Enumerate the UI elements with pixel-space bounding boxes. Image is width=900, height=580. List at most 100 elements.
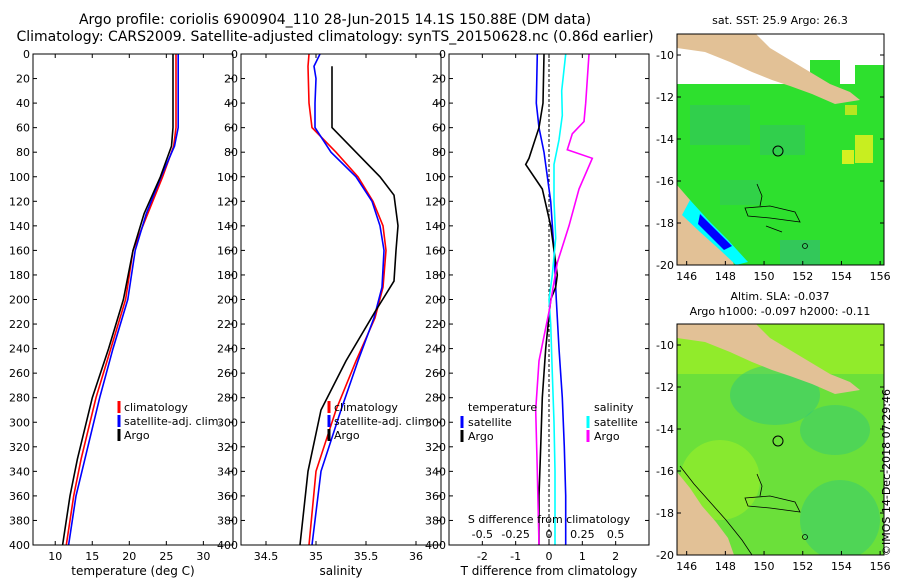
figure-title-line1: Argo profile: coriolis 6900904_110 28-Ju… <box>78 12 592 28</box>
series-line-argo <box>299 66 399 545</box>
series-line-satellite-s <box>548 54 567 545</box>
s-difference-tick-label: -0.25 <box>501 528 529 541</box>
legend-label-argo-s: Argo <box>594 430 620 443</box>
depth-tick-label: 240 <box>425 343 446 356</box>
lat-tick-label: -10 <box>656 339 674 352</box>
legend-label-satellite-t: satellite <box>468 416 512 429</box>
sla-isobath <box>679 465 753 555</box>
x-tick-label: -2 <box>477 550 488 563</box>
depth-tick-label: 0 <box>439 48 446 61</box>
difference-panel: 0204060801001201401601802002202402602803… <box>425 48 650 578</box>
x-tick-label: 1 <box>579 550 586 563</box>
legend-title-salinity: salinity <box>594 401 634 414</box>
sst-cool-patch <box>720 180 760 205</box>
temperature-axes-frame <box>32 53 234 546</box>
legend-label: climatology <box>334 401 398 414</box>
depth-tick-label: 140 <box>425 220 446 233</box>
salinity-panel: 0 20 40 60 80 100 120 140 160 180 200 220 240 260 280 3… <box>217 48 442 578</box>
depth-tick-label: 380 <box>425 514 446 527</box>
sla-map: Altim. SLA: -0.037 Argo h1000: -0.097 h2… <box>656 290 891 573</box>
lat-tick-label: -20 <box>656 549 674 562</box>
s-difference-tick-label: 0 <box>546 528 553 541</box>
depth-tick-label: 20 <box>16 73 30 86</box>
depth-tick-label: 200 <box>9 294 30 307</box>
depth-tick-label: 320 <box>9 441 30 454</box>
series-line-argo <box>61 54 174 545</box>
depth-tick-label: 120 <box>217 195 238 208</box>
depth-tick-label: 180 <box>217 269 238 282</box>
depth-tick-label: 300 <box>9 416 30 429</box>
depth-tick-label: 280 <box>425 392 446 405</box>
series-line-climatology <box>65 54 177 545</box>
sst-warm-patch <box>845 105 857 115</box>
legend-label-satellite-s: satellite <box>594 416 638 429</box>
depth-tick-label: 80 <box>16 146 30 159</box>
depth-tick-label: 100 <box>217 171 238 184</box>
lon-tick-label: 146 <box>676 270 697 283</box>
legend-label-argo-t: Argo <box>468 430 494 443</box>
sst-map-field <box>677 34 884 265</box>
lat-tick-label: -18 <box>656 507 674 520</box>
depth-tick-label: 100 <box>425 171 446 184</box>
depth-tick-label: 380 <box>217 514 238 527</box>
depth-tick-label: 300 <box>217 416 238 429</box>
depth-tick-label: 260 <box>9 367 30 380</box>
depth-tick-label: 0 <box>231 48 238 61</box>
depth-tick-label: 80 <box>224 146 238 159</box>
t-difference-xlabel: T difference from climatology <box>460 564 638 578</box>
series-line-satellite-adj-clim- <box>67 54 179 545</box>
x-tick-label: 35 <box>309 550 323 563</box>
lat-tick-label: -20 <box>656 259 674 272</box>
legend-label: satellite-adj. clim. <box>334 415 432 428</box>
x-tick-label: 2 <box>612 550 619 563</box>
depth-tick-label: 40 <box>224 97 238 110</box>
lon-tick-label: 156 <box>870 560 891 573</box>
depth-tick-label: 160 <box>425 244 446 257</box>
depth-tick-label: 280 <box>217 392 238 405</box>
depth-tick-label: 140 <box>9 220 30 233</box>
sst-reef-outline <box>744 205 801 223</box>
figure-title-line2: Climatology: CARS2009. Satellite-adjuste… <box>16 29 654 45</box>
sst-map-frame <box>676 33 885 266</box>
depth-tick-label: 260 <box>217 367 238 380</box>
sla-island-marker <box>802 534 808 540</box>
sla-argo-position-marker <box>772 435 784 447</box>
series-line-argo-t <box>524 54 559 545</box>
sla-reef-outline <box>756 473 763 497</box>
depth-tick-label: 180 <box>425 269 446 282</box>
sla-low-anomaly <box>800 405 870 455</box>
depth-tick-label: 340 <box>425 465 446 478</box>
depth-tick-label: 140 <box>217 220 238 233</box>
depth-tick-label: 280 <box>9 392 30 405</box>
series-line-satellite-adj-clim- <box>311 54 385 545</box>
difference-legend: temperature salinity satellite Argo sate… <box>460 401 638 443</box>
depth-tick-label: 120 <box>425 195 446 208</box>
lat-tick-label: -14 <box>656 423 674 436</box>
x-tick-label: 10 <box>48 550 62 563</box>
depth-tick-label: 160 <box>217 244 238 257</box>
legend-title-temperature: temperature <box>468 401 537 414</box>
x-tick-label: 36 <box>409 550 423 563</box>
depth-tick-label: 400 <box>217 539 238 552</box>
depth-tick-label: 240 <box>9 343 30 356</box>
s-difference-label: S difference from climatology <box>468 513 631 526</box>
depth-tick-label: 240 <box>217 343 238 356</box>
sla-land-australia <box>677 472 734 555</box>
sst-warm-patch <box>855 135 873 163</box>
sst-map-title: sat. SST: 25.9 Argo: 26.3 <box>712 14 848 27</box>
sla-map-field <box>677 324 884 555</box>
legend-label: Argo <box>124 429 150 442</box>
sla-low-anomaly <box>800 480 880 555</box>
x-tick-label: 34.5 <box>254 550 279 563</box>
depth-tick-label: 360 <box>217 490 238 503</box>
sla-map-frame <box>676 323 885 556</box>
depth-tick-label: 360 <box>425 490 446 503</box>
lon-tick-label: 148 <box>715 560 736 573</box>
depth-tick-label: 320 <box>425 441 446 454</box>
depth-tick-label: 320 <box>217 441 238 454</box>
depth-tick-label: 200 <box>425 294 446 307</box>
depth-tick-label: 200 <box>217 294 238 307</box>
